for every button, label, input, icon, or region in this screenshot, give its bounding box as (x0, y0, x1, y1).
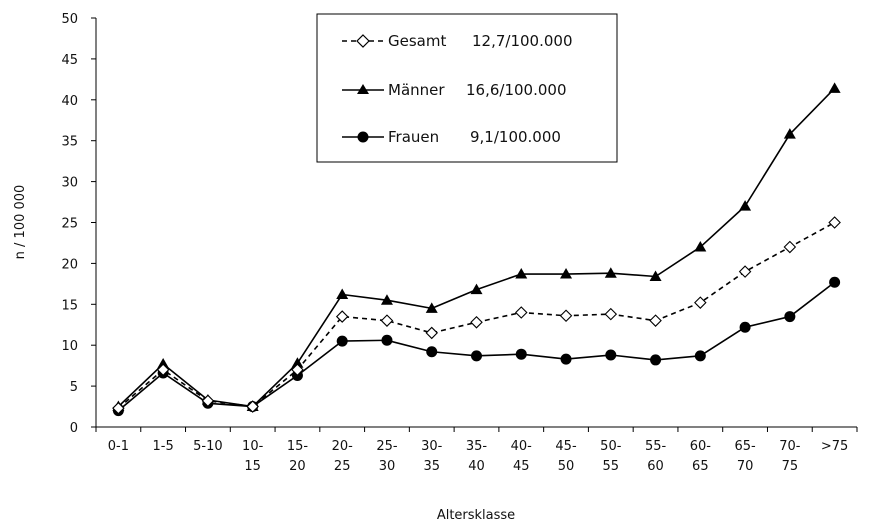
x-tick-label: 65-70 (734, 439, 756, 474)
data-point-frauen (605, 349, 617, 361)
data-point-maenner (425, 302, 438, 313)
data-point-gesamt (514, 306, 528, 319)
data-point-gesamt (425, 326, 439, 340)
x-tick-label: 45-50 (555, 439, 577, 474)
legend-item-frauen: Frauen 9,1/100.000 (342, 128, 561, 146)
legend-label-gesamt: Gesamt (388, 32, 446, 50)
x-tick-label: 10-15 (242, 439, 264, 474)
data-point-maenner (604, 267, 617, 278)
legend-marker-maenner (357, 84, 369, 94)
x-tick-label: >75 (821, 439, 848, 454)
x-tick-label: 20-25 (332, 439, 354, 474)
data-point-maenner (470, 283, 483, 295)
y-tick-label: 35 (61, 135, 78, 150)
data-point-frauen (650, 354, 662, 366)
data-point-frauen (381, 334, 393, 346)
data-point-gesamt (694, 296, 707, 309)
legend-value-gesamt: 12,7/100.000 (472, 32, 572, 50)
data-point-maenner (380, 294, 393, 305)
y-tick-label: 20 (61, 257, 78, 272)
data-point-gesamt (783, 240, 797, 254)
data-point-maenner (828, 82, 841, 93)
data-point-gesamt (291, 363, 304, 377)
x-tick-label: 60-65 (690, 439, 712, 474)
data-point-gesamt (559, 309, 573, 323)
data-point-gesamt (380, 314, 394, 327)
legend-label-frauen: Frauen (388, 128, 439, 146)
data-point-gesamt (201, 394, 215, 408)
series-gesamt (112, 216, 841, 415)
y-tick-label: 50 (61, 12, 78, 27)
legend-label-maenner: Männer (388, 81, 445, 99)
x-tick-label: 1-5 (153, 439, 174, 454)
data-point-frauen (471, 350, 482, 362)
y-tick-label: 40 (61, 94, 78, 109)
data-point-frauen (829, 276, 841, 288)
legend-value-maenner: 16,6/100.000 (466, 81, 566, 99)
series-frauen (112, 276, 841, 417)
series-layer (112, 82, 841, 417)
legend-marker-frauen (357, 131, 369, 143)
y-tick-label: 0 (70, 421, 78, 436)
data-point-gesamt (604, 307, 618, 321)
data-point-maenner (291, 357, 304, 368)
data-point-maenner (649, 270, 662, 281)
x-tick-label: 30-35 (421, 439, 443, 474)
x-axis-title: Altersklasse (437, 508, 515, 523)
x-tick-label: 40-45 (511, 439, 533, 474)
data-point-maenner (560, 268, 573, 279)
x-tick-label: 55-60 (645, 439, 667, 474)
series-line-gesamt (117, 221, 836, 409)
data-point-gesamt (828, 216, 841, 229)
legend-item-gesamt: Gesamt 12,7/100.000 (342, 32, 572, 50)
data-point-gesamt (649, 314, 662, 327)
data-point-gesamt (112, 401, 125, 415)
data-point-maenner (157, 358, 170, 369)
x-tick-label: 70-75 (779, 439, 801, 474)
data-point-gesamt (156, 363, 170, 377)
x-tick-label: 35-40 (466, 439, 488, 474)
data-point-maenner (515, 268, 528, 279)
legend-value-frauen: 9,1/100.000 (470, 128, 561, 146)
y-tick-label: 30 (61, 176, 78, 191)
data-point-maenner (783, 128, 796, 139)
data-point-frauen (426, 346, 438, 358)
y-tick-label: 45 (61, 53, 78, 68)
legend-item-maenner: Männer 16,6/100.000 (342, 81, 566, 99)
data-point-frauen (515, 348, 527, 360)
series-line-frauen (117, 281, 836, 412)
y-tick-label: 10 (61, 339, 78, 354)
data-point-maenner (694, 241, 707, 252)
data-point-gesamt (738, 265, 752, 278)
x-tick-label: 15-20 (287, 439, 309, 474)
y-tick-label: 15 (61, 298, 78, 313)
data-point-frauen (739, 321, 751, 333)
data-point-frauen (560, 353, 572, 365)
data-point-frauen (784, 311, 796, 323)
y-tick-label: 5 (70, 380, 78, 395)
data-point-maenner (739, 200, 752, 211)
x-axis-ticks: 0-1 1-5 5-10 10-15 15-20 20-25 25-30 30-35 35-40… (95, 427, 858, 474)
y-tick-label: 25 (61, 217, 78, 232)
data-point-frauen (336, 335, 348, 347)
data-point-frauen (694, 350, 706, 362)
data-point-gesamt (246, 400, 259, 413)
data-point-maenner (336, 288, 349, 299)
x-tick-label: 5-10 (193, 439, 223, 454)
legend-marker-gesamt (356, 34, 370, 48)
x-tick-label: 0-1 (108, 439, 129, 454)
data-point-gesamt (335, 310, 349, 323)
data-point-gesamt (470, 316, 483, 329)
legend: Gesamt 12,7/100.000 Männer 16,6/100.000 … (316, 13, 618, 163)
y-axis-ticks: 0 5 10 15 20 25 30 35 40 45 50 (61, 12, 96, 436)
x-tick-label: 50-55 (600, 439, 622, 474)
y-axis-title: n / 100 000 (13, 185, 28, 260)
x-tick-label: 25-30 (376, 439, 398, 474)
